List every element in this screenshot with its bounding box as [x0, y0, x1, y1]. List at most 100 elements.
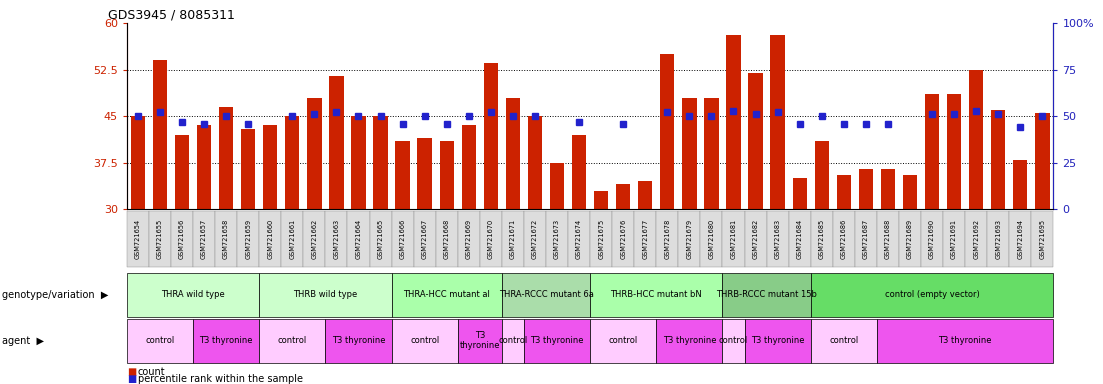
Text: THRB-HCC mutant bN: THRB-HCC mutant bN: [610, 290, 703, 299]
Bar: [704, 98, 719, 209]
Text: T3
thyronine: T3 thyronine: [460, 331, 500, 351]
Bar: [880, 169, 895, 209]
Bar: [924, 94, 939, 209]
Bar: [638, 181, 652, 209]
Text: GSM721654: GSM721654: [135, 219, 141, 259]
Text: THRA wild type: THRA wild type: [161, 290, 225, 299]
Text: THRB wild type: THRB wild type: [293, 290, 357, 299]
Text: GDS3945 / 8085311: GDS3945 / 8085311: [108, 9, 235, 22]
Text: GSM721677: GSM721677: [642, 219, 649, 259]
Bar: [240, 129, 255, 209]
Bar: [285, 116, 299, 209]
Text: GSM721695: GSM721695: [1039, 219, 1046, 259]
Text: agent  ▶: agent ▶: [2, 336, 44, 346]
Text: T3 thyronine: T3 thyronine: [531, 336, 583, 345]
Text: count: count: [138, 367, 165, 377]
Text: GSM721691: GSM721691: [951, 219, 957, 259]
Text: GSM721658: GSM721658: [223, 219, 229, 259]
Bar: [439, 141, 454, 209]
Bar: [130, 116, 146, 209]
Text: GSM721668: GSM721668: [443, 219, 450, 259]
Text: GSM721661: GSM721661: [289, 219, 296, 259]
Text: GSM721659: GSM721659: [245, 219, 251, 259]
Text: control (empty vector): control (empty vector): [885, 290, 979, 299]
Bar: [505, 98, 521, 209]
Text: GSM721684: GSM721684: [796, 219, 803, 259]
Text: T3 thyronine: T3 thyronine: [200, 336, 253, 345]
Text: control: control: [499, 336, 527, 345]
Text: GSM721671: GSM721671: [510, 219, 516, 259]
Text: ■: ■: [127, 367, 136, 377]
Text: GSM721669: GSM721669: [465, 219, 472, 259]
Text: GSM721686: GSM721686: [840, 219, 847, 259]
Text: genotype/variation  ▶: genotype/variation ▶: [2, 290, 108, 300]
Text: GSM721690: GSM721690: [929, 219, 935, 259]
Text: percentile rank within the sample: percentile rank within the sample: [138, 374, 303, 384]
Bar: [770, 35, 784, 209]
Bar: [593, 191, 609, 209]
Text: GSM721660: GSM721660: [267, 219, 274, 259]
Bar: [682, 98, 697, 209]
Text: T3 thyronine: T3 thyronine: [751, 336, 804, 345]
Text: GSM721672: GSM721672: [532, 219, 538, 259]
Text: GSM721655: GSM721655: [157, 219, 163, 259]
Text: GSM721674: GSM721674: [576, 219, 582, 259]
Bar: [814, 141, 828, 209]
Text: control: control: [146, 336, 174, 345]
Text: GSM721681: GSM721681: [730, 219, 737, 259]
Text: THRA-HCC mutant al: THRA-HCC mutant al: [404, 290, 490, 299]
Text: GSM721657: GSM721657: [201, 219, 207, 259]
Bar: [748, 73, 762, 209]
Text: T3 thyronine: T3 thyronine: [939, 336, 992, 345]
Bar: [196, 126, 211, 209]
Text: GSM721662: GSM721662: [311, 219, 318, 259]
Text: THRA-RCCC mutant 6a: THRA-RCCC mutant 6a: [499, 290, 593, 299]
Text: GSM721673: GSM721673: [554, 219, 560, 259]
Bar: [307, 98, 322, 209]
Text: control: control: [278, 336, 307, 345]
Bar: [660, 54, 674, 209]
Bar: [351, 116, 366, 209]
Bar: [174, 135, 190, 209]
Text: GSM721693: GSM721693: [995, 219, 1002, 259]
Text: T3 thyronine: T3 thyronine: [332, 336, 385, 345]
Bar: [483, 63, 497, 209]
Text: GSM721679: GSM721679: [686, 219, 693, 259]
Bar: [263, 126, 278, 209]
Bar: [417, 138, 432, 209]
Text: GSM721688: GSM721688: [885, 219, 891, 259]
Text: GSM721680: GSM721680: [708, 219, 715, 259]
Bar: [615, 184, 630, 209]
Bar: [902, 175, 917, 209]
Bar: [549, 163, 564, 209]
Bar: [792, 178, 806, 209]
Text: T3 thyronine: T3 thyronine: [663, 336, 716, 345]
Text: GSM721682: GSM721682: [752, 219, 759, 259]
Bar: [968, 70, 983, 209]
Text: ■: ■: [127, 374, 136, 384]
Bar: [329, 76, 344, 209]
Bar: [1035, 113, 1049, 209]
Bar: [572, 135, 587, 209]
Bar: [461, 126, 476, 209]
Text: GSM721685: GSM721685: [818, 219, 825, 259]
Text: GSM721656: GSM721656: [179, 219, 185, 259]
Bar: [726, 35, 741, 209]
Bar: [858, 169, 872, 209]
Text: control: control: [410, 336, 439, 345]
Bar: [946, 94, 961, 209]
Bar: [218, 107, 234, 209]
Text: GSM721689: GSM721689: [907, 219, 913, 259]
Text: THRB-RCCC mutant 15b: THRB-RCCC mutant 15b: [716, 290, 817, 299]
Text: GSM721666: GSM721666: [399, 219, 406, 259]
Text: GSM721664: GSM721664: [355, 219, 362, 259]
Bar: [373, 116, 388, 209]
Bar: [395, 141, 410, 209]
Text: GSM721692: GSM721692: [973, 219, 979, 259]
Text: control: control: [719, 336, 748, 345]
Bar: [152, 60, 168, 209]
Text: GSM721670: GSM721670: [488, 219, 494, 259]
Text: GSM721683: GSM721683: [774, 219, 781, 259]
Text: GSM721663: GSM721663: [333, 219, 340, 259]
Bar: [836, 175, 852, 209]
